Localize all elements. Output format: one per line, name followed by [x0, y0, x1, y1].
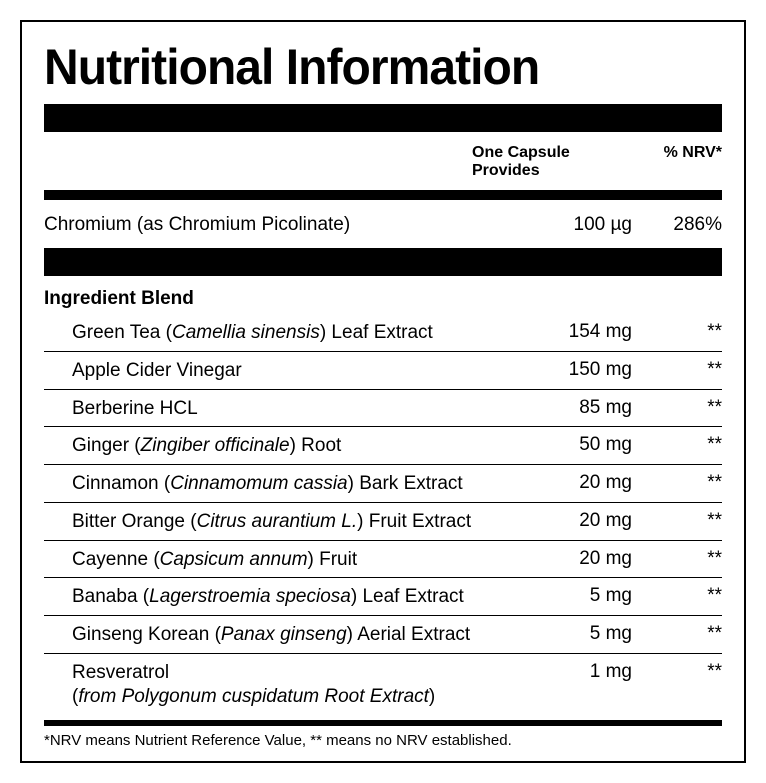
- blend-row: Resveratrol(from Polygonum cuspidatum Ro…: [44, 654, 722, 715]
- blend-row: Ginger (Zingiber officinale) Root50 mg**: [44, 427, 722, 465]
- blend-name: Resveratrol(from Polygonum cuspidatum Ro…: [44, 661, 522, 709]
- blend-amount: 20 mg: [522, 510, 632, 534]
- blend-list: Green Tea (Camellia sinensis) Leaf Extra…: [44, 314, 722, 714]
- blend-title: Ingredient Blend: [44, 282, 722, 314]
- blend-name: Cinnamon (Cinnamomum cassia) Bark Extrac…: [44, 472, 522, 496]
- divider-med-1: [44, 190, 722, 200]
- blend-name: Green Tea (Camellia sinensis) Leaf Extra…: [44, 321, 522, 345]
- blend-name: Apple Cider Vinegar: [44, 359, 522, 383]
- blend-nrv: **: [632, 510, 722, 534]
- blend-amount: 150 mg: [522, 359, 632, 383]
- footnote: *NRV means Nutrient Reference Value, ** …: [44, 726, 722, 751]
- blend-amount: 20 mg: [522, 472, 632, 496]
- nutrition-panel: Nutritional Information One Capsule Prov…: [20, 20, 746, 763]
- blend-name: Ginseng Korean (Panax ginseng) Aerial Ex…: [44, 623, 522, 647]
- blend-row: Banaba (Lagerstroemia speciosa) Leaf Ext…: [44, 578, 722, 616]
- blend-nrv: **: [632, 359, 722, 383]
- blend-nrv: **: [632, 661, 722, 709]
- blend-row: Green Tea (Camellia sinensis) Leaf Extra…: [44, 314, 722, 352]
- blend-amount: 85 mg: [522, 397, 632, 421]
- blend-row: Bitter Orange (Citrus aurantium L.) Frui…: [44, 503, 722, 541]
- blend-nrv: **: [632, 585, 722, 609]
- blend-nrv: **: [632, 397, 722, 421]
- header-serving: One Capsule Provides: [472, 144, 622, 180]
- blend-row: Cayenne (Capsicum annum) Fruit20 mg**: [44, 541, 722, 579]
- blend-nrv: **: [632, 472, 722, 496]
- divider-thick-mid: [44, 248, 722, 276]
- blend-amount: 5 mg: [522, 585, 632, 609]
- panel-title: Nutritional Information: [44, 38, 695, 96]
- divider-thick-top: [44, 104, 722, 132]
- blend-amount: 20 mg: [522, 548, 632, 572]
- blend-row: Apple Cider Vinegar150 mg**: [44, 352, 722, 390]
- blend-nrv: **: [632, 321, 722, 345]
- blend-amount: 1 mg: [522, 661, 632, 709]
- blend-amount: 50 mg: [522, 434, 632, 458]
- blend-amount: 5 mg: [522, 623, 632, 647]
- blend-name: Cayenne (Capsicum annum) Fruit: [44, 548, 522, 572]
- blend-row: Cinnamon (Cinnamomum cassia) Bark Extrac…: [44, 465, 722, 503]
- blend-row: Ginseng Korean (Panax ginseng) Aerial Ex…: [44, 616, 722, 654]
- nutrient-nrv: 286%: [632, 214, 722, 236]
- blend-name: Ginger (Zingiber officinale) Root: [44, 434, 522, 458]
- nutrient-row-chromium: Chromium (as Chromium Picolinate) 100 µg…: [44, 206, 722, 244]
- blend-name: Banaba (Lagerstroemia speciosa) Leaf Ext…: [44, 585, 522, 609]
- blend-name: Berberine HCL: [44, 397, 522, 421]
- column-headers: One Capsule Provides % NRV*: [44, 138, 722, 184]
- blend-nrv: **: [632, 434, 722, 458]
- blend-nrv: **: [632, 623, 722, 647]
- nutrient-name: Chromium (as Chromium Picolinate): [44, 214, 522, 236]
- blend-name: Bitter Orange (Citrus aurantium L.) Frui…: [44, 510, 522, 534]
- header-nrv: % NRV*: [622, 144, 722, 180]
- blend-row: Berberine HCL85 mg**: [44, 390, 722, 428]
- nutrient-amount: 100 µg: [522, 214, 632, 236]
- blend-amount: 154 mg: [522, 321, 632, 345]
- blend-nrv: **: [632, 548, 722, 572]
